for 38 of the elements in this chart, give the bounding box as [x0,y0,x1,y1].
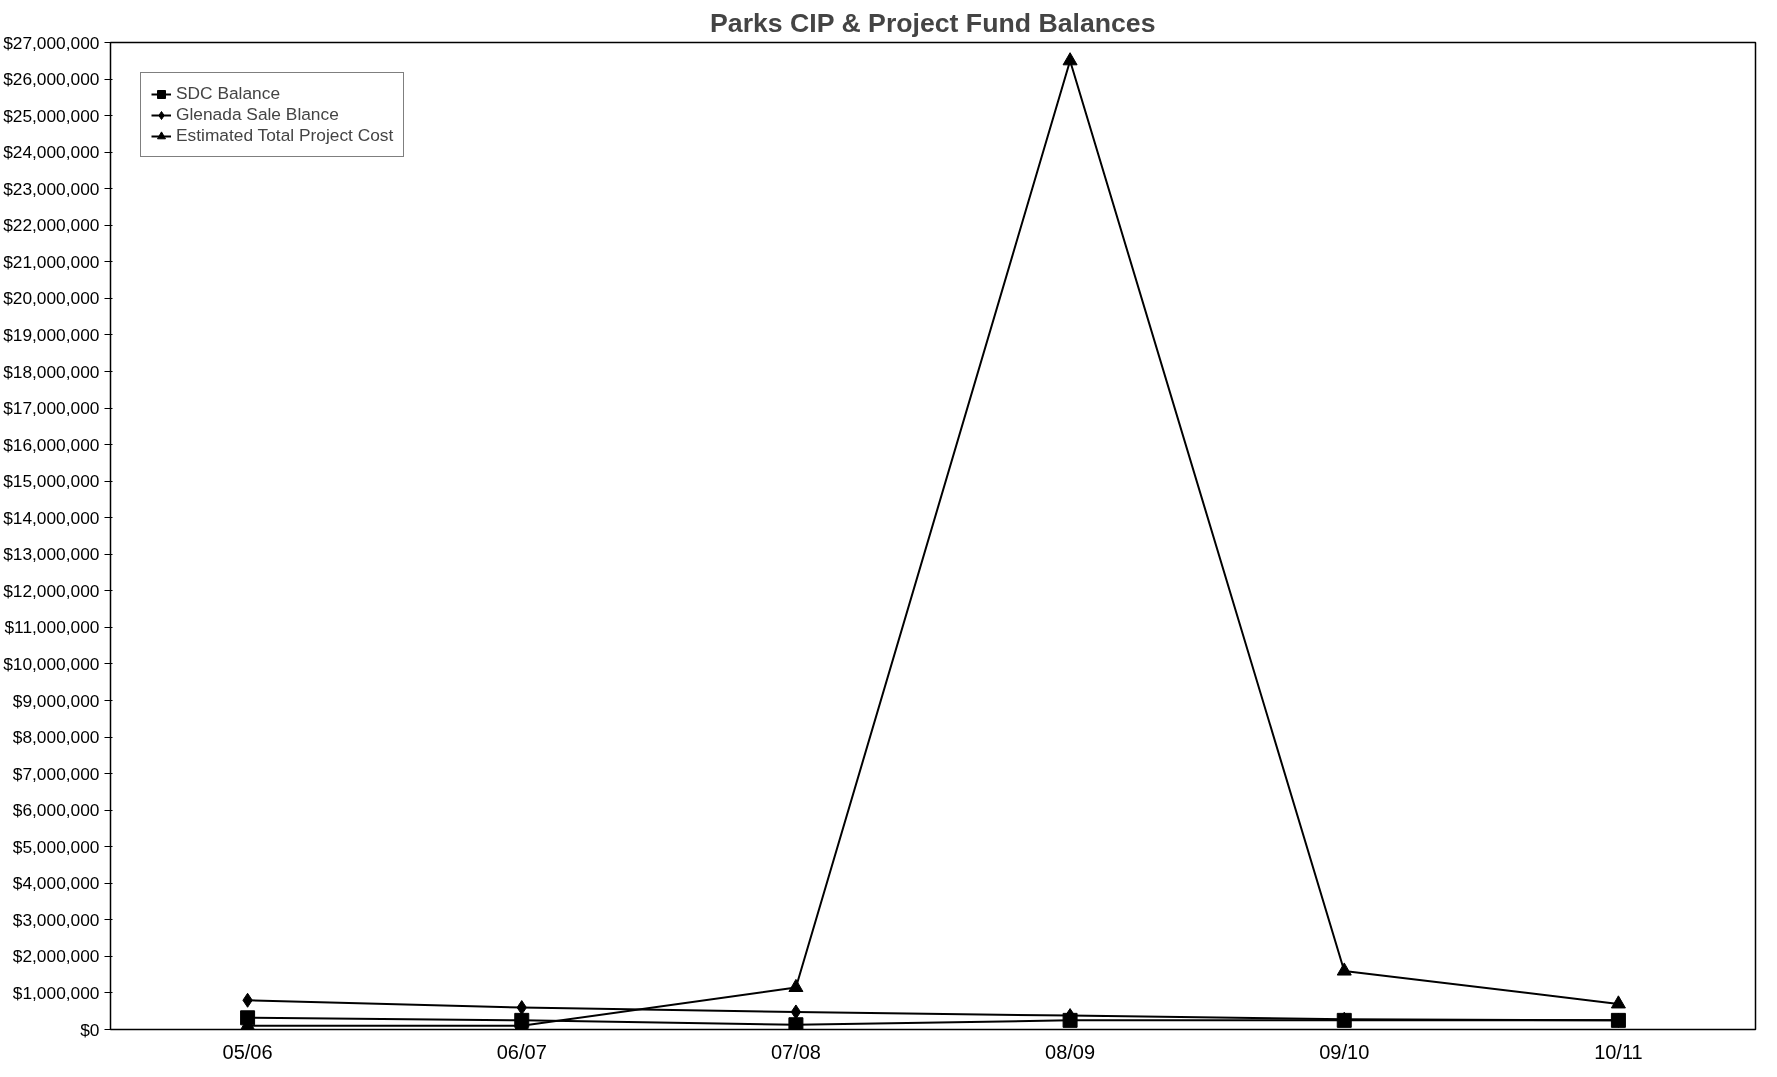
y-tick-label: $26,000,000 [3,69,100,90]
y-tick-label: $24,000,000 [3,142,100,163]
y-tick-label: $10,000,000 [3,653,100,674]
chart-title: Parks CIP & Project Fund Balances [710,7,1156,38]
y-tick-label: $14,000,000 [3,507,100,528]
y-tick-label: $22,000,000 [3,215,100,236]
y-tick-label: $3,000,000 [12,909,100,930]
y-tick-label: $2,000,000 [12,946,100,967]
y-tick-label: $4,000,000 [12,873,100,894]
y-tick-label: $13,000,000 [3,544,100,565]
y-tick-label: $16,000,000 [3,434,100,455]
y-tick-label: $12,000,000 [3,580,100,601]
y-tick-label: $11,000,000 [4,617,100,638]
x-tick-label: 07/08 [770,1040,821,1063]
y-tick-label: $6,000,000 [12,800,100,821]
y-tick-label: $7,000,000 [12,763,100,784]
y-tick-label: $27,000,000 [3,32,100,53]
x-tick-label: 10/11 [1594,1040,1643,1063]
legend-label: SDC Balance [176,83,281,104]
x-tick-label: 09/10 [1319,1040,1370,1063]
y-tick-label: $8,000,000 [12,727,100,748]
x-tick-label: 05/06 [222,1040,273,1063]
y-tick-label: $1,000,000 [12,982,100,1003]
y-tick-label: $15,000,000 [3,471,100,492]
legend-label: Glenada Sale Blance [176,104,339,125]
y-tick-label: $19,000,000 [3,324,100,345]
y-tick-label: $23,000,000 [3,178,100,199]
y-tick-label: $18,000,000 [3,361,100,382]
x-tick-label: 08/09 [1045,1040,1096,1063]
y-tick-label: $20,000,000 [3,288,100,309]
y-tick-label: $9,000,000 [12,690,100,711]
legend-label: Estimated Total Project Cost [176,125,394,146]
y-tick-label: $21,000,000 [3,251,100,272]
x-tick-label: 06/07 [496,1040,547,1063]
y-tick-label: $25,000,000 [3,105,100,126]
y-tick-label: $0 [80,1019,100,1040]
y-tick-label: $5,000,000 [12,836,100,857]
y-tick-label: $17,000,000 [3,398,100,419]
